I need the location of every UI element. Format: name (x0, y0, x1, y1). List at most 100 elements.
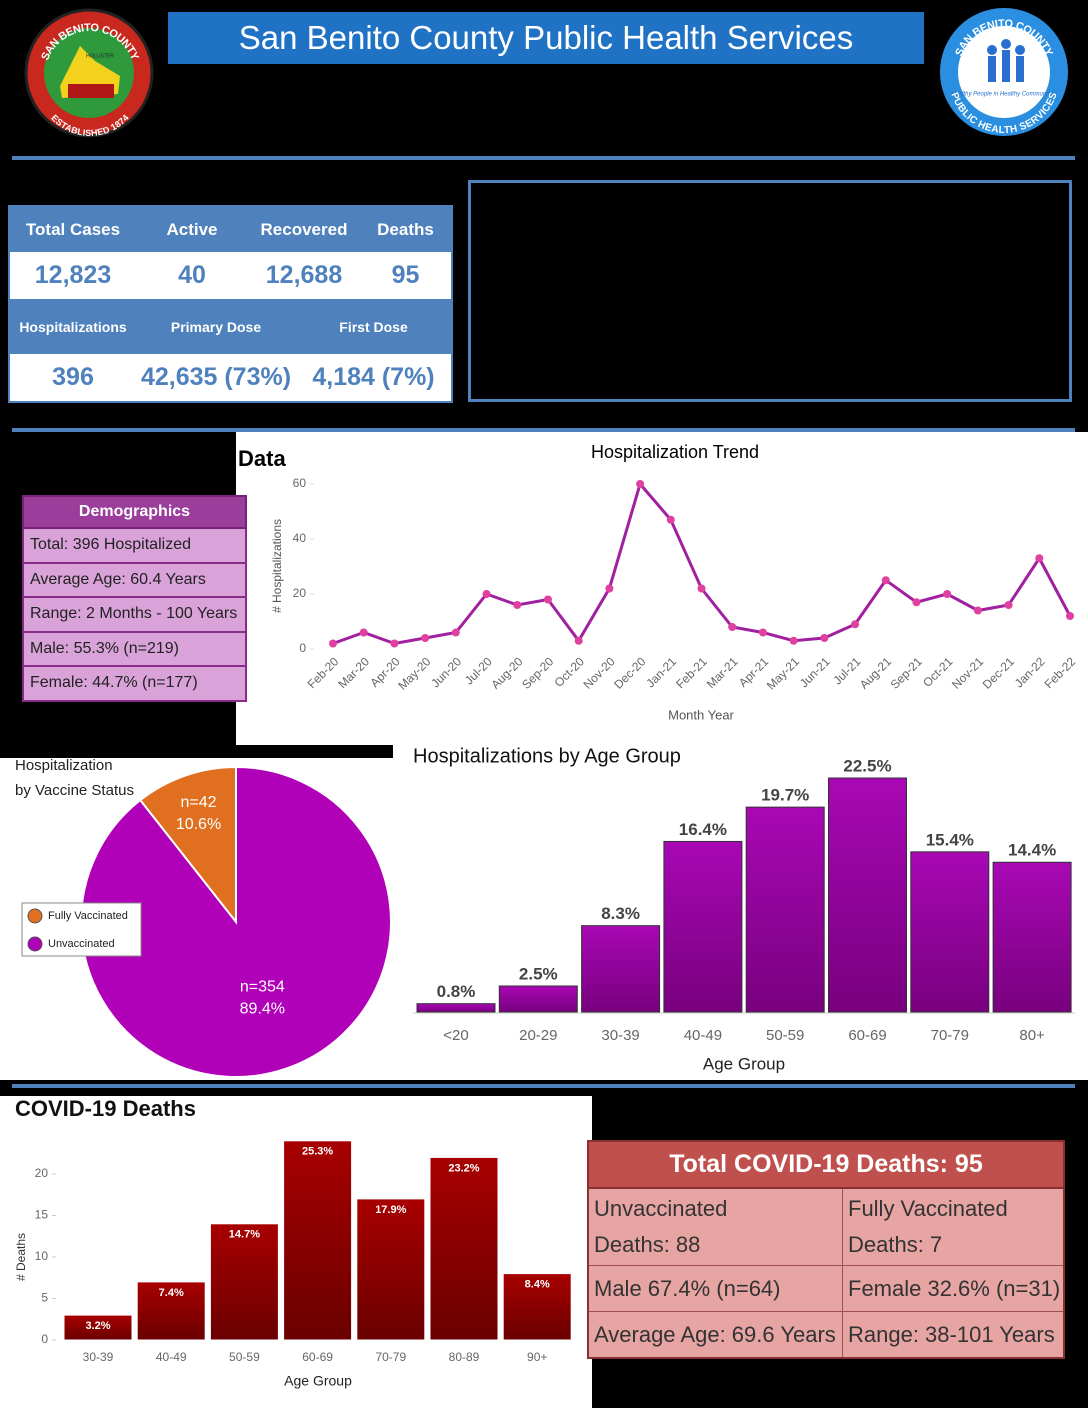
table-header: Deaths (377, 219, 434, 239)
data-label: 23.2% (448, 1162, 479, 1174)
cell-text: Deaths: 7 (848, 1232, 943, 1257)
table-cell: Range: 2 Months - 100 Years (22, 598, 247, 633)
bar (992, 861, 1072, 1013)
demographics-table: Demographics Total: 396 Hospitalized Avera… (22, 495, 247, 702)
summary-table: Total Cases Active Recovered Deaths 12,823 40… (8, 205, 453, 403)
y-axis-label: # Hospitalizations (270, 519, 284, 613)
legend (21, 902, 142, 957)
table-row: Average Age: 69.6 Years Range: 38-101 Yea… (589, 1311, 1063, 1357)
y-tick-label: 0 (299, 641, 306, 655)
x-tick-label: Nov-20 (580, 654, 617, 691)
cell-text: Range: 38-101 Years (848, 1321, 1055, 1347)
table-row: Hospitalizations Primary Dose First Dose (10, 299, 451, 354)
y-tick-label: 60 (293, 476, 307, 490)
x-tick-label: 70-79 (375, 1350, 406, 1364)
data-point (513, 601, 522, 609)
chart-title: COVID-19 Deaths (15, 1096, 196, 1121)
bar (63, 1314, 133, 1341)
data-point (881, 576, 890, 585)
x-tick-label: May-21 (764, 654, 802, 692)
data-label: 14.7% (229, 1229, 260, 1241)
x-tick-label: 70-79 (931, 1027, 969, 1044)
bar (910, 851, 990, 1013)
table-value: 12,823 (34, 261, 112, 289)
chart-title: Hospitalization (15, 758, 113, 774)
data-label: 3.2% (85, 1320, 110, 1332)
data-point (574, 636, 583, 645)
y-tick-label: 5 (41, 1291, 48, 1305)
x-tick-label: Aug-20 (488, 654, 525, 691)
right-logo: Healthy People in Healthy Communities SA… (940, 8, 1068, 136)
pie-chart: Hospitalization by Vaccine Status n=42 10.6… (15, 758, 392, 1078)
x-tick-label: 60-69 (302, 1350, 333, 1364)
legend-swatch (27, 936, 43, 952)
x-tick-label: Sep-21 (888, 654, 925, 691)
data-point (912, 598, 921, 607)
deaths-table: Total COVID-19 Deaths: 95 Unvaccinated Dea… (587, 1140, 1065, 1359)
table-cell: Average Age: 69.6 Years (589, 1312, 842, 1357)
cell-text: Deaths: 88 (594, 1232, 701, 1257)
data-point (1066, 612, 1074, 620)
table-header: Hospitalizations (19, 318, 127, 335)
y-tick-label: 0 (41, 1332, 48, 1346)
data-point (851, 620, 860, 629)
cell-text: Fully Vaccinated (848, 1196, 1008, 1221)
x-tick-label: Jan-22 (1012, 654, 1048, 690)
data-label: 89.4% (240, 1000, 285, 1017)
x-tick-label: 30-39 (601, 1027, 639, 1044)
x-tick-label: Mar-20 (335, 654, 372, 691)
x-tick-label: Feb-21 (673, 654, 710, 691)
bar (745, 806, 825, 1013)
x-tick-label: Sep-20 (519, 654, 556, 691)
data-point (758, 628, 767, 637)
table-header: Recovered (260, 219, 348, 239)
data-point (1004, 601, 1013, 609)
panel (236, 432, 1088, 745)
x-axis-label: Age Group (703, 1054, 785, 1073)
x-tick-label: 40-49 (684, 1027, 722, 1044)
x-tick-label: Aug-21 (857, 654, 894, 691)
header-title: San Benito County Public Health Services (168, 12, 924, 64)
x-tick-label: Dec-20 (611, 654, 648, 691)
x-tick-label: 80-89 (449, 1350, 480, 1364)
chart-title: Hospitalizations by Age Group (413, 745, 681, 767)
table-row: 12,823 40 12,688 95 (10, 252, 451, 299)
bar-chart: COVID-19 Deaths # Deaths Age Group 0 5 10 15 20… (14, 1096, 572, 1389)
data-point (789, 636, 798, 645)
cell-text: Average Age: 69.6 Years (594, 1321, 836, 1347)
x-tick-label: 50-59 (229, 1350, 260, 1364)
logo-shape (68, 84, 114, 98)
chart-title: by Vaccine Status (15, 782, 134, 799)
divider (12, 1084, 1075, 1088)
table-cell: Female: 44.7% (n=177) (22, 667, 247, 702)
data-label: 16.4% (679, 820, 727, 839)
table-cell: Fully Vaccinated Deaths: 7 (842, 1189, 1063, 1265)
table-value: 12,688 (265, 261, 343, 289)
y-tick-label: 40 (293, 531, 307, 545)
data-label: n=354 (240, 978, 285, 995)
data-point (482, 590, 491, 598)
data-label: 2.5% (519, 964, 558, 983)
table-value: 95 (391, 261, 420, 289)
data-point (697, 584, 706, 593)
y-tick-label: 15 (35, 1208, 49, 1222)
cell-text: Unvaccinated (594, 1196, 728, 1221)
data-label: 8.3% (601, 904, 640, 923)
data-label: 19.7% (761, 786, 809, 805)
table-cell: Total: 396 Hospitalized (22, 529, 247, 564)
data-point (666, 515, 675, 524)
x-tick-label: Mar-21 (704, 654, 741, 691)
data-label: 17.9% (375, 1204, 406, 1216)
bar (283, 1140, 353, 1341)
x-tick-label: 40-49 (156, 1350, 187, 1364)
x-tick-label: Nov-21 (949, 654, 986, 691)
data-point (329, 639, 337, 648)
x-tick-label: 80+ (1019, 1027, 1045, 1044)
data-label: 14.4% (1008, 841, 1056, 860)
logo-text: HOLLISTER (86, 53, 114, 59)
table-header: Active (166, 219, 218, 239)
table-header: Total Cases (25, 219, 121, 239)
table-cell: Male: 55.3% (n=219) (22, 632, 247, 667)
x-tick-label: Dec-21 (980, 654, 1017, 691)
data-line (332, 480, 1072, 646)
